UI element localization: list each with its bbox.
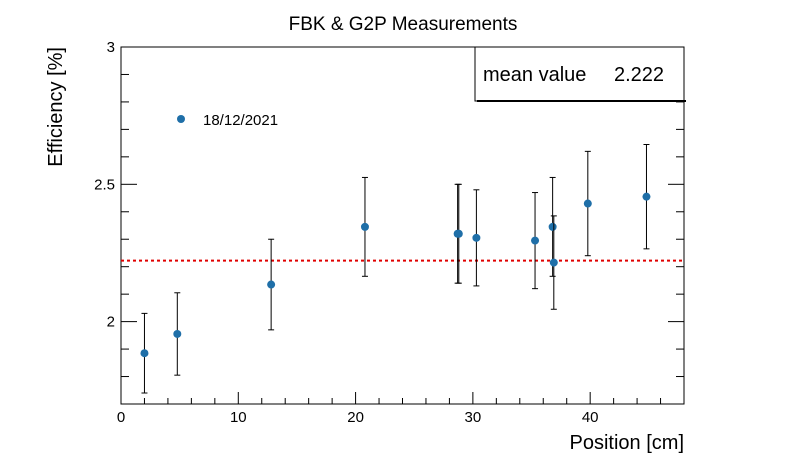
stats-box-label: mean value [483,64,586,86]
stats-box: mean value 2.222 [474,46,686,102]
x-tick-label: 0 [117,409,125,426]
legend-marker [177,115,185,123]
data-point [642,192,651,201]
data-point [548,222,557,231]
y-tick-label: 3 [107,39,115,56]
y-tick-label: 2 [107,314,115,331]
x-tick-label: 40 [582,409,599,426]
data-point [140,349,149,358]
y-tick-label: 2.5 [94,176,115,193]
data-point [531,236,540,245]
data-point [583,199,592,208]
x-tick-label: 20 [347,409,364,426]
legend: 18/12/2021 [177,112,278,129]
chart-title: FBK & G2P Measurements [289,14,518,35]
data-point [549,258,558,267]
data-point [173,329,182,338]
stats-box-frame [474,46,685,102]
x-tick-label: 10 [230,409,247,426]
data-point [360,222,369,231]
data-point [267,280,276,289]
data-point [454,229,463,238]
stats-box-value: 2.222 [614,64,664,86]
x-tick-label: 30 [465,409,482,426]
legend-label: 18/12/2021 [203,112,278,129]
data-point [472,233,481,242]
x-axis-label: Position [cm] [570,432,684,454]
y-axis-label: Efficiency [%] [45,47,67,167]
